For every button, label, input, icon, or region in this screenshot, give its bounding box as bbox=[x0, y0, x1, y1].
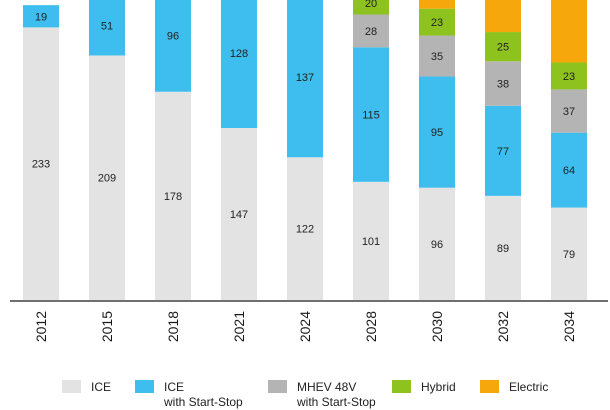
bar-segment-electric-2034 bbox=[551, 0, 587, 63]
bar-segment-electric-2032 bbox=[485, 0, 521, 33]
value-label: 38 bbox=[497, 79, 509, 91]
bar-segment-ice-2018 bbox=[155, 0, 191, 92]
value-label: 28 bbox=[365, 26, 377, 38]
legend-label: ICE bbox=[91, 380, 112, 394]
bar-segment-mhev-48v-2032 bbox=[485, 61, 521, 106]
bar-segment-ice-2028 bbox=[353, 181, 389, 300]
x-tick-label: 2018 bbox=[165, 311, 181, 342]
value-label: 96 bbox=[167, 31, 179, 43]
x-tick-label: 2021 bbox=[231, 311, 247, 342]
value-label: 137 bbox=[296, 72, 314, 84]
bar-segment-ice-2018 bbox=[155, 91, 191, 301]
bar-segment-ice-2034 bbox=[551, 132, 587, 208]
legend-label: ICE with Start-Stop bbox=[164, 380, 243, 409]
value-label: 95 bbox=[431, 127, 443, 139]
value-label: 35 bbox=[431, 51, 443, 63]
legend-swatch bbox=[392, 380, 411, 393]
bar-segment-ice-2021 bbox=[221, 128, 257, 300]
x-tick-label: 2024 bbox=[297, 311, 313, 342]
legend-item-electric: Electric bbox=[480, 380, 548, 395]
bar-segment-electric-2030 bbox=[419, 0, 455, 9]
value-label: 77 bbox=[497, 146, 509, 158]
legend-swatch bbox=[135, 380, 154, 393]
legend-swatch bbox=[480, 380, 499, 393]
value-label: 64 bbox=[563, 165, 575, 177]
value-label: 147 bbox=[230, 209, 248, 221]
value-label: 209 bbox=[98, 173, 116, 185]
bar-segment-mhev-48v-2030 bbox=[419, 35, 455, 77]
x-tick-label: 2034 bbox=[561, 311, 577, 342]
bar-segment-hybrid-2034 bbox=[551, 62, 587, 90]
value-label: 23 bbox=[431, 17, 443, 29]
legend-label: Hybrid bbox=[421, 380, 456, 394]
bar-segment-ice-2032 bbox=[485, 105, 521, 196]
bar-segment-hybrid-2028 bbox=[353, 0, 389, 15]
value-label: 115 bbox=[362, 110, 380, 122]
bar-segment-ice-2030 bbox=[419, 187, 455, 300]
bar-segment-ice-2015 bbox=[89, 0, 125, 56]
x-tick-labels: 2012 2015 2018 2021 2024 2028 2030 2032 2034 bbox=[33, 311, 577, 342]
x-tick-label: 2030 bbox=[429, 311, 445, 342]
bar-segment-ice-2012 bbox=[23, 5, 59, 28]
value-label: 23 bbox=[563, 71, 575, 83]
bar-segment-ice-2012 bbox=[23, 27, 59, 300]
value-label: 96 bbox=[431, 239, 443, 251]
x-tick-label: 2012 bbox=[33, 311, 49, 342]
bar-segment-ice-2024 bbox=[287, 157, 323, 300]
legend-item-ice: ICE bbox=[62, 380, 111, 395]
x-tick-label: 2032 bbox=[495, 311, 511, 342]
bars-layer: 233 19 209 51 178 96 147 128 122 137 101 115 28 20 96 9… bbox=[23, 0, 587, 301]
value-label: 19 bbox=[35, 11, 47, 23]
legend-label: Electric bbox=[509, 380, 549, 394]
bar-segment-ice-2032 bbox=[485, 195, 521, 300]
legend-swatch bbox=[62, 380, 81, 393]
value-label: 25 bbox=[497, 42, 509, 54]
legend-label: MHEV 48V with Start-Stop bbox=[297, 380, 376, 409]
x-tick-label: 2015 bbox=[99, 311, 115, 342]
bar-segment-hybrid-2030 bbox=[419, 8, 455, 36]
value-label: 178 bbox=[164, 191, 182, 203]
bar-segment-ice-2021 bbox=[221, 0, 257, 129]
value-label: 51 bbox=[101, 21, 113, 33]
value-label: 122 bbox=[296, 224, 314, 236]
legend-item-hybrid: Hybrid bbox=[392, 380, 456, 395]
legend: ICE ICE with Start-Stop MHEV 48V with Star… bbox=[0, 380, 610, 410]
bar-segment-ice-2028 bbox=[353, 47, 389, 182]
value-label: 128 bbox=[230, 48, 248, 60]
bar-segment-ice-2015 bbox=[89, 55, 125, 300]
value-label: 20 bbox=[365, 0, 377, 10]
bar-segment-ice-2034 bbox=[551, 207, 587, 300]
legend-swatch bbox=[268, 380, 287, 393]
value-label: 79 bbox=[563, 249, 575, 261]
bar-segment-mhev-48v-2034 bbox=[551, 89, 587, 133]
legend-item-ice: ICE with Start-Stop bbox=[135, 380, 243, 410]
value-label: 89 bbox=[497, 243, 509, 255]
bar-segment-mhev-48v-2028 bbox=[353, 14, 389, 48]
value-label: 233 bbox=[32, 159, 50, 171]
bar-segment-hybrid-2032 bbox=[485, 32, 521, 62]
value-label: 101 bbox=[362, 236, 380, 248]
bar-segment-ice-2030 bbox=[419, 76, 455, 188]
value-label: 37 bbox=[563, 106, 575, 118]
legend-item-mhev-48v: MHEV 48V with Start-Stop bbox=[268, 380, 376, 410]
x-tick-label: 2028 bbox=[363, 311, 379, 342]
bar-segment-ice-2024 bbox=[287, 0, 323, 158]
